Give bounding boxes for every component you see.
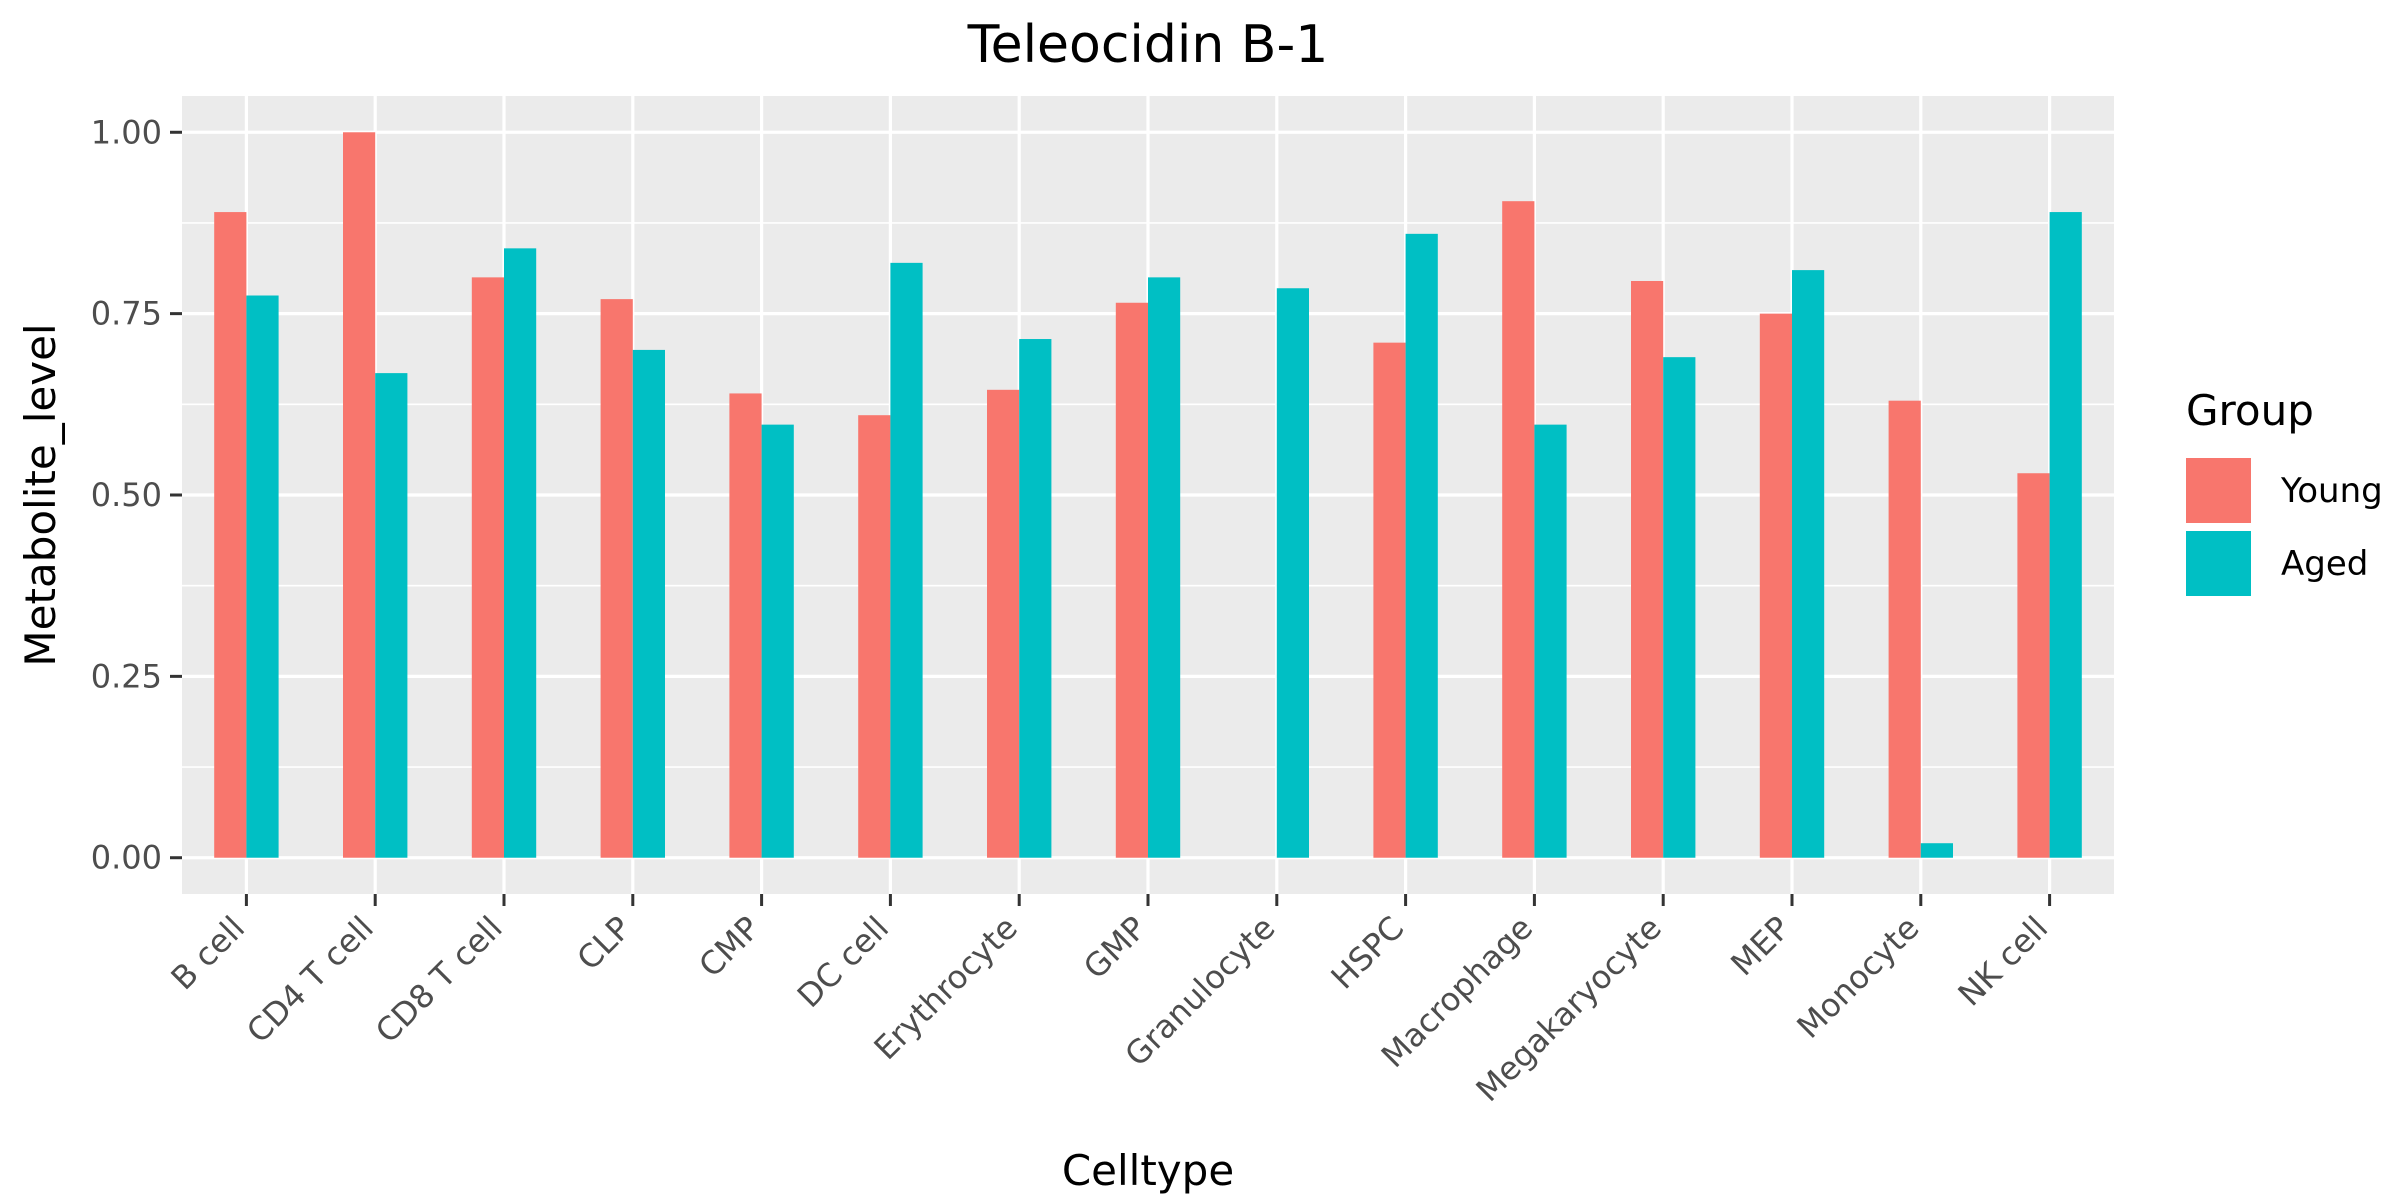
bar-young [1502, 201, 1535, 858]
bar-aged [504, 248, 537, 858]
legend-key-young [2186, 458, 2251, 523]
bar-young [214, 212, 247, 858]
legend-label-aged: Aged [2281, 544, 2368, 584]
legend: Group Young Aged [2186, 386, 2383, 596]
chart-title: Teleocidin B-1 [967, 15, 1329, 75]
bar-young [729, 393, 762, 858]
legend-key-aged [2186, 531, 2251, 596]
bar-aged [1792, 270, 1825, 858]
x-tick-label: CD4 T cell [239, 909, 381, 1051]
x-tick-label: CMP [691, 909, 767, 985]
y-tick-label: 0.75 [91, 295, 162, 333]
bars [214, 132, 2082, 858]
x-axis-title: Celltype [1062, 1146, 1234, 1195]
x-tick-label: NK cell [1950, 909, 2055, 1014]
bar-young [1631, 280, 1664, 858]
y-axis: 0.00 0.25 0.50 0.75 1.00 [91, 113, 182, 877]
bar-young [2017, 473, 2050, 858]
bar-young [1888, 400, 1921, 858]
x-tick-label: Monocyte [1789, 909, 1926, 1046]
bar-young [471, 277, 504, 858]
bar-aged [246, 295, 279, 858]
bar-aged [1148, 277, 1181, 858]
bar-aged [375, 373, 408, 858]
bar-aged [1276, 288, 1309, 858]
bar-young [858, 415, 891, 858]
bar-aged [1405, 233, 1438, 858]
bar-young [1759, 313, 1792, 858]
x-tick-label: B cell [164, 909, 253, 998]
x-tick-label: HSPC [1324, 909, 1412, 997]
y-tick-label: 0.00 [91, 839, 162, 877]
bar-young [343, 132, 376, 858]
bar-aged [1663, 357, 1696, 858]
bar-young [1115, 302, 1148, 858]
bar-aged [632, 349, 665, 858]
bar-young [987, 389, 1020, 858]
bar-aged [1019, 339, 1052, 858]
x-tick-label: MEP [1723, 909, 1797, 983]
y-axis-title: Metabolite_level [16, 323, 65, 666]
x-tick-label: CLP [570, 909, 639, 978]
y-tick-label: 0.50 [91, 476, 162, 514]
legend-title: Group [2186, 386, 2314, 435]
bar-aged [761, 424, 794, 858]
y-tick-label: 1.00 [91, 113, 162, 151]
x-tick-label: CD8 T cell [368, 909, 510, 1051]
bar-aged [2049, 212, 2082, 858]
legend-label-young: Young [2280, 471, 2383, 511]
y-tick-label: 0.25 [91, 657, 162, 695]
x-tick-label: DC cell [790, 909, 896, 1015]
bar-young [1373, 342, 1406, 858]
bar-aged [1920, 843, 1953, 858]
x-tick-label: GMP [1076, 909, 1154, 987]
bar-aged [890, 262, 923, 858]
bar-aged [1534, 424, 1567, 858]
bar-young [600, 299, 633, 858]
